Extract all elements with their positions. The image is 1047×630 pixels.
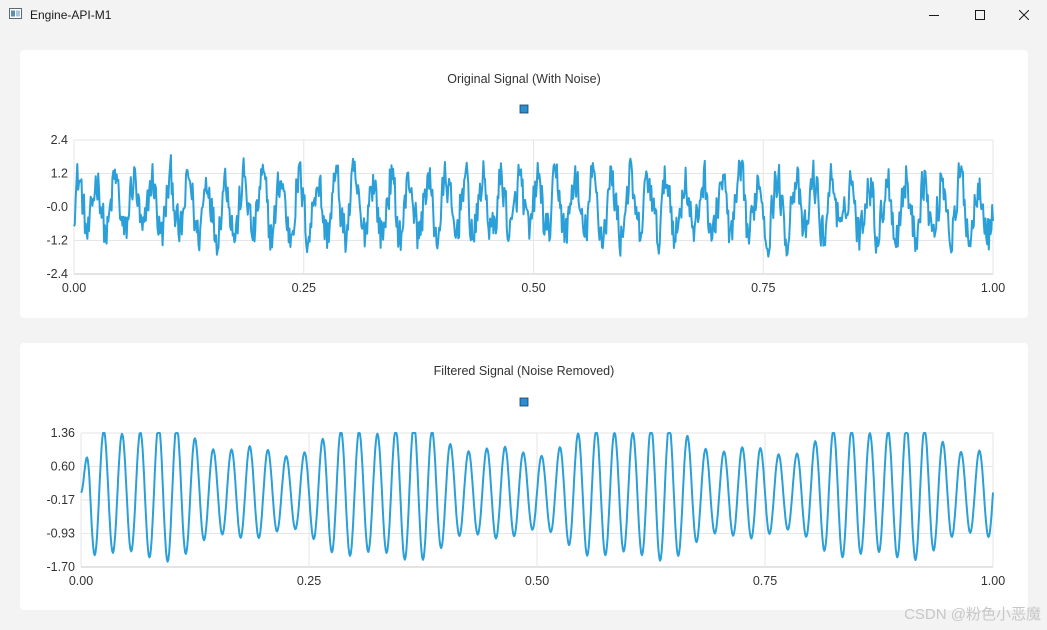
chart-title: Filtered Signal (Noise Removed): [434, 364, 615, 378]
window-title: Engine-API-M1: [30, 8, 112, 22]
close-icon: [1019, 10, 1029, 20]
x-tick-label: 0.50: [525, 574, 549, 588]
minimize-icon: [929, 15, 939, 16]
watermark: CSDN @粉色小恶魔: [904, 606, 1041, 623]
y-tick-label: -1.70: [47, 560, 76, 574]
y-tick-label: -0.17: [47, 493, 76, 507]
minimize-button[interactable]: [911, 0, 957, 30]
x-tick-label: 1.00: [981, 574, 1005, 588]
legend-marker[interactable]: [519, 397, 529, 407]
filtered-signal-panel: Filtered Signal (Noise Removed) 1.36 0.60…: [20, 343, 1028, 610]
x-tick-label: 1.00: [981, 281, 1005, 295]
close-button[interactable]: [1001, 0, 1047, 30]
filtered-signal-chart[interactable]: Filtered Signal (Noise Removed) 1.36 0.60…: [20, 343, 1028, 610]
maximize-button[interactable]: [957, 0, 1003, 30]
y-tick-label: 1.36: [51, 426, 75, 440]
legend-marker[interactable]: [519, 104, 529, 114]
y-tick-label: 0.60: [51, 460, 75, 474]
signal-series-line[interactable]: [80, 432, 994, 563]
y-tick-label: -1.2: [46, 234, 68, 248]
y-tick-label: 2.4: [51, 133, 68, 147]
x-tick-label: 0.75: [751, 281, 775, 295]
y-tick-label: -2.4: [46, 267, 68, 281]
app-icon: [9, 8, 22, 19]
x-tick-label: 0.75: [753, 574, 777, 588]
original-signal-panel: Original Signal (With Noise) 2.4 1.2 -0.0 -…: [20, 50, 1028, 318]
y-tick-label: -0.93: [47, 527, 76, 541]
chart-title: Original Signal (With Noise): [447, 72, 601, 86]
x-tick-label: 0.25: [297, 574, 321, 588]
maximize-icon: [975, 10, 985, 20]
title-bar: Engine-API-M1: [0, 0, 1047, 30]
x-tick-label: 0.00: [62, 281, 86, 295]
original-signal-chart[interactable]: Original Signal (With Noise) 2.4 1.2 -0.0 -…: [20, 50, 1028, 318]
x-tick-label: 0.50: [521, 281, 545, 295]
y-tick-label: 1.2: [51, 167, 68, 181]
x-tick-label: 0.00: [69, 574, 93, 588]
y-tick-label: -0.0: [46, 200, 68, 214]
signal-series-line[interactable]: [73, 154, 994, 258]
x-tick-label: 0.25: [292, 281, 316, 295]
